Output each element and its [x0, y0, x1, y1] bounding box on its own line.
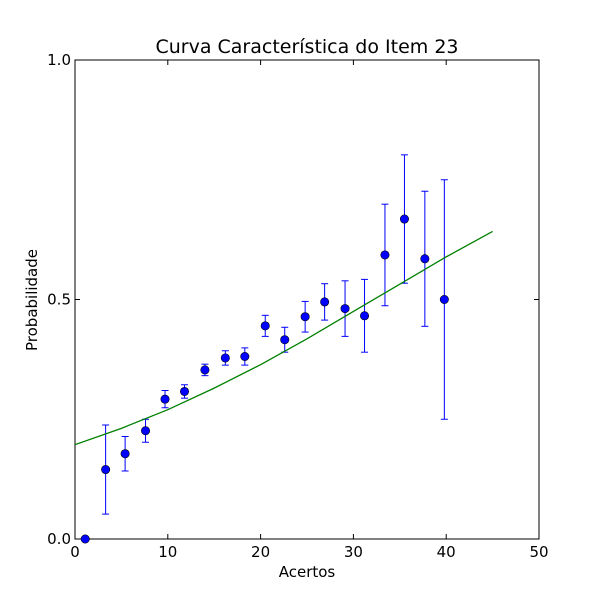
x-tick-label: 20 — [251, 543, 270, 561]
data-point — [280, 335, 290, 345]
x-tick-label: 40 — [437, 543, 456, 561]
fitted-curve-line — [75, 230, 493, 446]
data-point — [340, 304, 350, 314]
y-tick-label: 0.5 — [47, 291, 71, 309]
plot-area: 0 10 20 30 40 50 0.0 0.5 1.0 — [47, 51, 548, 561]
data-point — [300, 312, 310, 322]
data-point — [260, 321, 270, 331]
data-point — [360, 311, 370, 321]
x-tick-label: 30 — [344, 543, 363, 561]
data-point — [240, 352, 250, 362]
data-point — [101, 465, 111, 475]
data-point — [320, 297, 330, 307]
x-tick-label: 50 — [529, 543, 548, 561]
y-axis-label: Probabilidade — [23, 249, 41, 351]
data-point — [439, 294, 449, 304]
x-tick-label: 0 — [70, 543, 80, 561]
data-point — [80, 534, 90, 544]
data-point — [420, 254, 430, 264]
data-layer — [75, 154, 493, 544]
data-point — [399, 214, 409, 224]
data-point — [200, 365, 210, 375]
data-point — [160, 394, 170, 404]
data-point — [120, 449, 130, 459]
chart-title: Curva Característica do Item 23 — [155, 36, 458, 58]
y-tick-label: 0.0 — [47, 530, 71, 548]
data-point — [380, 250, 390, 260]
data-point — [180, 386, 190, 396]
x-axis-label: Acertos — [279, 563, 336, 581]
x-tick-label: 10 — [158, 543, 177, 561]
data-point — [220, 353, 230, 363]
data-point — [141, 426, 151, 436]
y-tick-label: 1.0 — [47, 51, 71, 69]
